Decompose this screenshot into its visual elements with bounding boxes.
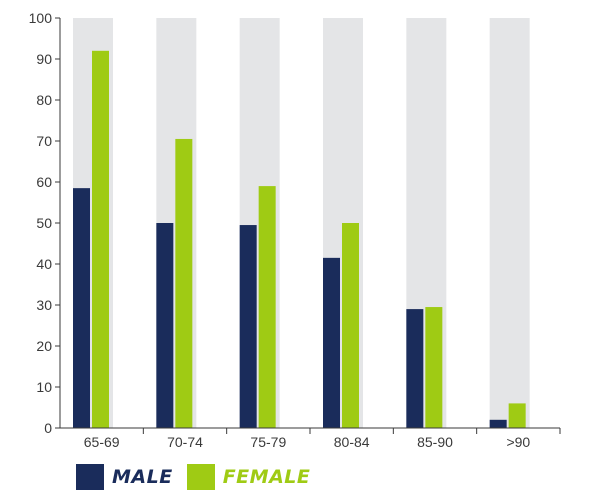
bar-female-3 — [342, 223, 359, 428]
x-tick-label-0: 65-69 — [84, 434, 120, 450]
y-tick-label-10: 100 — [29, 10, 53, 26]
bar-male-4 — [406, 309, 424, 428]
bar-female-1 — [175, 138, 193, 428]
legend-label-male: MALE — [112, 466, 173, 488]
y-tick-label-7: 70 — [36, 133, 52, 149]
bar-chart: 0 10 20 30 40 50 60 70 80 90 100 65-69 70-74 75-79 80… — [29, 10, 561, 450]
bar-male-3 — [323, 257, 340, 428]
x-tick-label-5: >90 — [506, 434, 530, 450]
y-tick-label-2: 20 — [36, 338, 52, 354]
x-axis: 65-69 70-74 75-79 80-84 85-90 >90 — [84, 428, 561, 450]
legend-item-male: MALE — [76, 464, 173, 490]
y-tick-label-4: 40 — [36, 256, 52, 272]
bar-male-2 — [239, 225, 257, 428]
background-bar-5 — [489, 18, 530, 428]
bar-male-1 — [156, 223, 174, 428]
y-tick-label-1: 10 — [36, 379, 52, 395]
x-tick-label-3: 80-84 — [334, 434, 370, 450]
y-axis: 0 10 20 30 40 50 60 70 80 90 100 — [29, 10, 60, 436]
legend-item-female: FEMALE — [186, 464, 311, 490]
legend: MALE FEMALE — [76, 464, 324, 490]
background-bars — [73, 18, 530, 428]
y-tick-label-3: 30 — [36, 297, 52, 313]
x-tick-label-2: 75-79 — [250, 434, 286, 450]
y-tick-label-0: 0 — [44, 420, 52, 436]
data-bars — [73, 50, 526, 429]
bar-male-5 — [489, 419, 507, 428]
y-tick-label-6: 60 — [36, 174, 52, 190]
y-tick-label-9: 90 — [36, 51, 52, 67]
legend-swatch-male — [76, 464, 104, 490]
y-tick-label-5: 50 — [36, 215, 52, 231]
legend-swatch-female — [186, 464, 215, 490]
x-tick-label-1: 70-74 — [167, 434, 203, 450]
bar-male-0 — [73, 188, 90, 428]
bar-female-4 — [425, 307, 443, 428]
bar-female-2 — [258, 186, 276, 428]
y-tick-label-8: 80 — [36, 92, 52, 108]
legend-label-female: FEMALE — [222, 466, 311, 488]
bar-female-0 — [92, 50, 109, 429]
x-tick-label-4: 85-90 — [417, 434, 453, 450]
bar-female-5 — [508, 403, 526, 428]
